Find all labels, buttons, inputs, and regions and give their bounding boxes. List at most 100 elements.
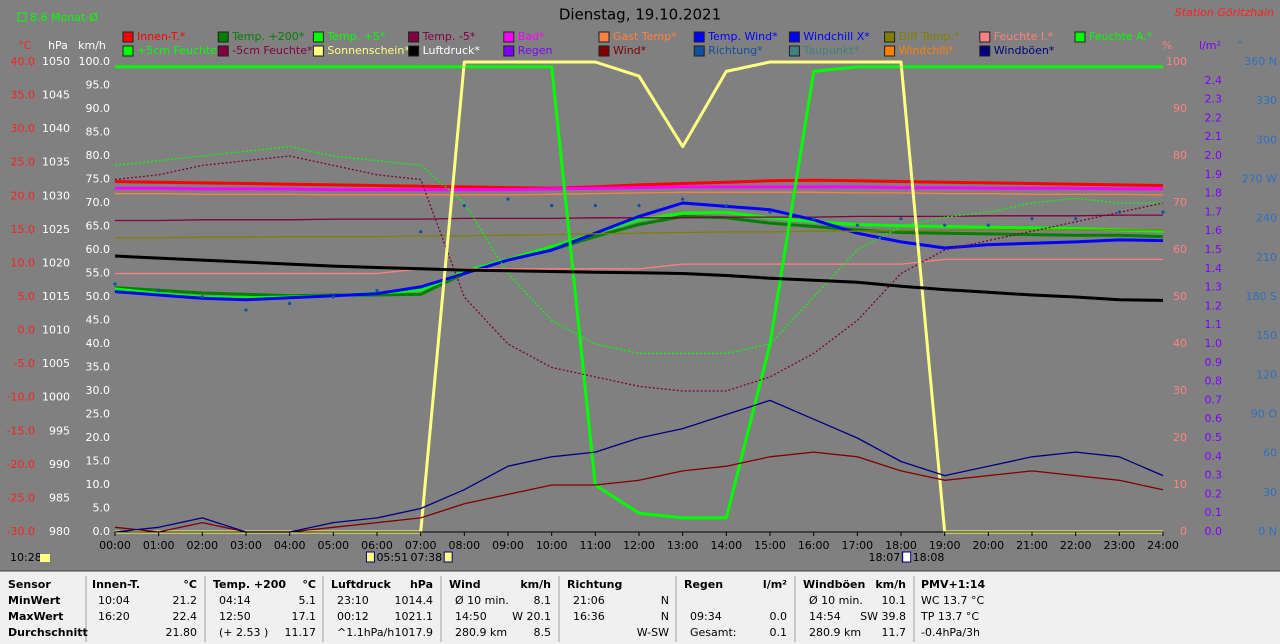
direction-point <box>724 204 728 208</box>
x-tick-label: 22:00 <box>1060 539 1092 552</box>
y-tick-label: 0.0 <box>18 324 36 337</box>
legend-swatch <box>408 45 420 57</box>
y-tick-label: 20.0 <box>11 189 36 202</box>
y-tick-label: 0.6 <box>1205 412 1223 425</box>
axis-unit: ° <box>1237 39 1243 52</box>
y-tick-label: 30.0 <box>11 122 36 135</box>
y-tick-label: 1050 <box>42 55 70 68</box>
y-tick-label: 30.0 <box>86 384 111 397</box>
y-tick-label: 0 N <box>1258 525 1277 538</box>
sun-time-label: 05:51 <box>376 551 408 564</box>
y-tick-label: 60 <box>1263 447 1277 460</box>
x-tick-label: 20:00 <box>972 539 1004 552</box>
y-tick-label: 0.7 <box>1205 393 1223 406</box>
y-tick-label: 1010 <box>42 324 70 337</box>
legend-label: Windchill* <box>899 44 955 57</box>
direction-point <box>157 288 161 293</box>
y-tick-label: -20.0 <box>7 458 35 471</box>
legend-swatch <box>312 31 324 43</box>
time-marker-icon <box>40 554 50 562</box>
y-tick-label: 120 <box>1256 368 1277 381</box>
legend-label: Regen <box>518 44 553 57</box>
y-tick-label: 60.0 <box>86 243 111 256</box>
sun-time-label: 07:38 <box>410 551 442 564</box>
x-tick-label: 24:00 <box>1147 539 1179 552</box>
cell-left: 09:34 <box>690 610 722 623</box>
direction-point <box>986 223 990 227</box>
row-label: MaxWert <box>8 610 63 623</box>
column-header: Sensor <box>8 578 51 591</box>
y-tick-label: 100.0 <box>79 55 111 68</box>
legend-swatch <box>122 31 134 43</box>
series-line <box>114 201 1164 302</box>
direction-point <box>855 223 859 227</box>
cell-right: 0.0 <box>770 610 788 623</box>
y-tick-label: 1.1 <box>1205 318 1223 331</box>
legend-label: Sonnenschein* <box>327 44 410 57</box>
plot <box>113 60 1165 534</box>
x-tick-label: 03:00 <box>230 539 262 552</box>
y-tick-label: 40.0 <box>11 55 36 68</box>
direction-point <box>331 295 335 299</box>
legend-swatch <box>122 45 134 57</box>
sun-icon <box>902 551 912 563</box>
legend-swatch <box>788 31 800 43</box>
series-line <box>114 178 1164 190</box>
sun-icon <box>443 551 453 563</box>
legend-label: Taupunkt* <box>802 44 859 57</box>
y-tick-label: 10 <box>1173 478 1187 491</box>
direction-point <box>506 197 510 201</box>
legend-swatch <box>693 31 705 43</box>
legend-label: Innen-T.* <box>137 30 186 43</box>
legend-swatch <box>503 45 515 57</box>
direction-point <box>200 295 204 299</box>
column-unit: °C <box>302 578 316 591</box>
cell-left: (+ 2.53 ) <box>219 626 268 639</box>
y-tick-label: 1045 <box>42 89 70 102</box>
y-tick-label: 50.0 <box>86 290 111 303</box>
y-tick-label: 15.0 <box>11 223 36 236</box>
legend-label: Windchill X* <box>803 30 870 43</box>
y-tick-label: 1.8 <box>1205 187 1223 200</box>
series-line <box>115 185 1163 192</box>
legend-swatch <box>408 31 420 43</box>
y-tick-label: 35.0 <box>11 89 36 102</box>
direction-point <box>681 197 685 201</box>
legend-label: -5cm Feuchte* <box>232 44 313 57</box>
series-line <box>115 65 1163 520</box>
series-line <box>115 258 1163 275</box>
legend-label: Gast Temp* <box>613 30 677 43</box>
y-tick-label: 1005 <box>42 357 70 370</box>
y-tick-label: 80.0 <box>86 149 111 162</box>
series-line <box>114 155 1164 392</box>
cell-right: SW 39.8 <box>860 610 906 623</box>
column-unit: km/h <box>875 578 906 591</box>
y-tick-label: 90.0 <box>86 102 111 115</box>
cell-right: N <box>661 610 669 623</box>
direction-point <box>768 210 772 214</box>
y-tick-label: 85.0 <box>86 126 111 139</box>
y-tick-label: 995 <box>49 424 70 437</box>
direction-point <box>637 204 641 208</box>
y-tick-label: 95.0 <box>86 79 111 92</box>
direction-point <box>1161 210 1165 214</box>
y-tick-label: 0.0 <box>93 525 111 538</box>
axis-unit: hPa <box>48 39 68 52</box>
y-tick-label: 10.0 <box>86 478 111 491</box>
x-tick-label: 19:00 <box>929 539 961 552</box>
y-tick-label: 20 <box>1173 431 1187 444</box>
x-tick-label: 08:00 <box>448 539 480 552</box>
cell-right: N <box>661 594 669 607</box>
y-tick-label: 40.0 <box>86 337 111 350</box>
legend-swatch <box>884 31 896 43</box>
y-tick-label: 100 <box>1166 55 1187 68</box>
y-tick-label: 270 W <box>1242 173 1277 186</box>
cell-right: 21.80 <box>166 626 198 639</box>
cell-right: 21.2 <box>173 594 198 607</box>
y-tick-label: 5.0 <box>18 290 36 303</box>
y-tick-label: 1035 <box>42 156 70 169</box>
series-line <box>115 191 1164 196</box>
column-unit: km/h <box>520 578 551 591</box>
legend-label: Temp. +200* <box>231 30 305 43</box>
axis-unit: % <box>1162 39 1172 52</box>
